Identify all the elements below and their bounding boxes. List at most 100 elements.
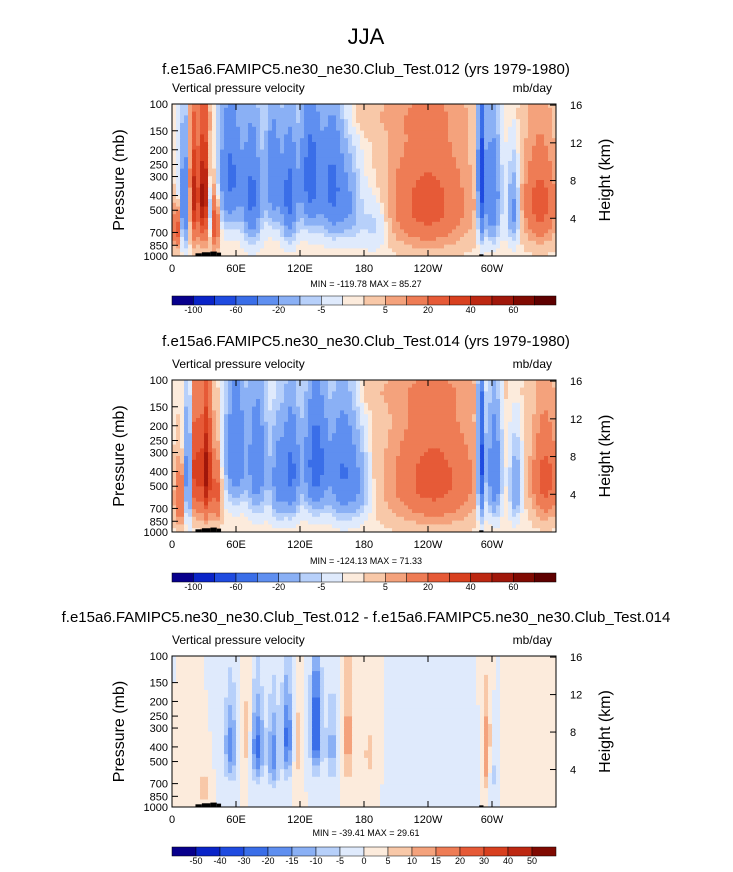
field-cell [420, 202, 425, 208]
field-cell [284, 406, 289, 411]
field-cell [444, 248, 449, 253]
field-cell [180, 115, 185, 120]
field-cell [476, 107, 481, 113]
field-cell [180, 119, 185, 124]
field-cell [508, 195, 513, 200]
field-cell [268, 134, 273, 139]
field-cell [332, 237, 337, 242]
field-cell [532, 138, 537, 143]
field-cell [456, 252, 461, 256]
field-cell [412, 391, 417, 396]
field-cell [220, 383, 225, 389]
field-cell [336, 206, 341, 211]
field-cell [324, 176, 329, 181]
field-cell [500, 149, 505, 154]
field-cell [196, 225, 201, 230]
field-cell [348, 149, 353, 154]
field-cell [196, 418, 201, 423]
field-cell [520, 161, 525, 166]
field-cell [524, 229, 529, 234]
field-cell [276, 248, 281, 253]
field-cell [308, 391, 313, 396]
field-cell [196, 195, 201, 200]
field-cell [380, 199, 385, 204]
colorbar-swatch [235, 295, 258, 306]
field-cell [288, 233, 293, 238]
field-cell [204, 410, 209, 415]
field-cell [224, 183, 229, 189]
field-cell [504, 380, 509, 385]
field-cell [332, 244, 337, 249]
field-cell [544, 199, 549, 204]
field-cell [360, 107, 365, 113]
field-cell [312, 414, 317, 419]
field-cell [520, 149, 525, 154]
field-cell [536, 214, 541, 219]
field-cell [252, 252, 257, 256]
field-cell [228, 414, 233, 419]
field-cell [292, 402, 297, 408]
field-cell [264, 387, 269, 392]
field-cell [540, 104, 545, 109]
field-cell [388, 225, 393, 230]
field-cell [284, 138, 289, 143]
field-cell [480, 252, 485, 256]
field-cell [172, 123, 177, 128]
field-cell [516, 380, 521, 385]
field-cell [372, 218, 377, 223]
field-cell [260, 104, 265, 109]
field-cell [216, 399, 221, 404]
field-cell [372, 161, 377, 166]
field-cell [240, 164, 245, 170]
field-cell [368, 195, 373, 200]
field-cell [344, 214, 349, 219]
field-cell [448, 149, 453, 154]
field-cell [252, 126, 257, 132]
field-cell [324, 210, 329, 215]
field-cell [536, 387, 541, 392]
field-cell [388, 383, 393, 389]
field-cell [280, 206, 285, 211]
field-cell [416, 191, 421, 196]
field-cell [476, 161, 481, 166]
field-cell [488, 168, 493, 173]
x-tick-label: 120E [287, 263, 313, 275]
field-cell [476, 202, 481, 208]
field-cell [392, 418, 397, 423]
field-cell [228, 221, 233, 227]
field-cell [456, 240, 461, 246]
field-cell [252, 183, 257, 189]
field-cell [544, 252, 549, 256]
field-cell [200, 240, 205, 246]
field-cell [548, 111, 553, 116]
field-cell [260, 237, 265, 242]
field-cell [440, 172, 445, 177]
field-cell [424, 161, 429, 166]
field-cell [460, 123, 465, 128]
field-cell [524, 187, 529, 192]
field-cell [340, 418, 345, 423]
field-cell [396, 414, 401, 419]
field-cell [492, 115, 497, 120]
field-cell [380, 130, 385, 135]
field-cell [544, 410, 549, 415]
field-cell [536, 218, 541, 223]
field-cell [428, 414, 433, 419]
field-cell [176, 214, 181, 219]
field-cell [472, 157, 477, 162]
field-cell [368, 157, 373, 162]
field-cell [352, 191, 357, 196]
field-cell [408, 252, 413, 256]
field-cell [420, 221, 425, 227]
field-cell [176, 130, 181, 135]
field-cell [284, 191, 289, 196]
field-cell [480, 119, 485, 124]
field-cell [544, 248, 549, 253]
field-cell [548, 410, 553, 415]
field-cell [416, 199, 421, 204]
field-cell [496, 202, 501, 208]
field-cell [284, 180, 289, 185]
field-cell [412, 402, 417, 408]
field-cell [460, 218, 465, 223]
field-cell [372, 168, 377, 173]
